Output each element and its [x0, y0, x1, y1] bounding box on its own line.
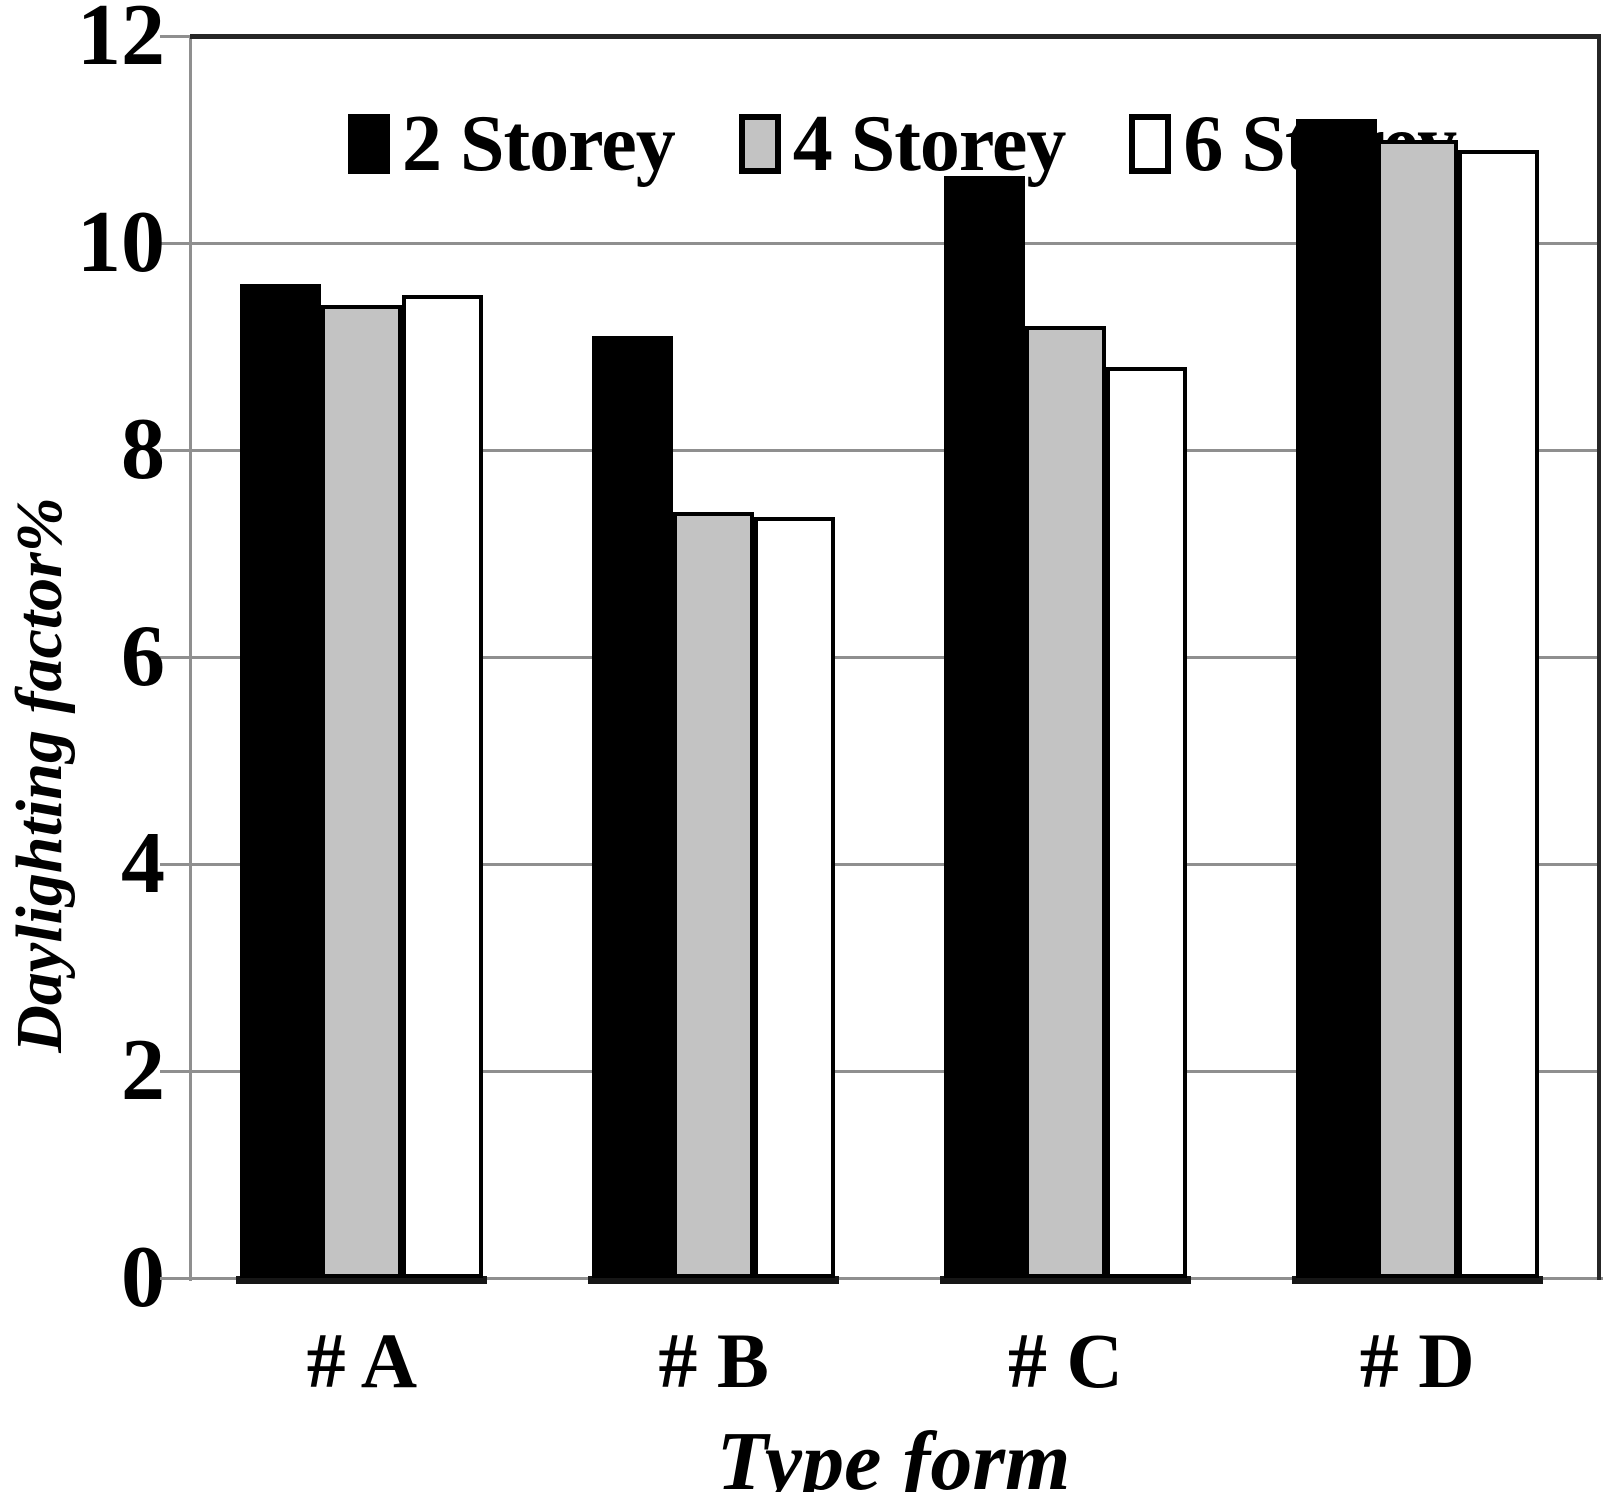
y-tick-label-4: 4 — [121, 815, 165, 912]
y-axis-line — [189, 36, 192, 1281]
plot-border-right — [1597, 34, 1601, 1280]
y-axis-tick-2 — [160, 1069, 190, 1073]
gridline-2 — [190, 1069, 1597, 1073]
bar-2-storey-b — [592, 336, 674, 1278]
gridline-10 — [190, 241, 1597, 245]
gridline-6 — [190, 655, 1597, 659]
bar-4-storey-d — [1376, 139, 1458, 1278]
y-axis-tick-4 — [160, 862, 190, 866]
x-category-label-d: # D — [1359, 1317, 1475, 1404]
gridline-4 — [190, 862, 1597, 866]
bar-2-storey-d — [1295, 118, 1377, 1278]
y-axis-tick-12 — [160, 34, 190, 38]
bar-6-storey-b — [754, 517, 836, 1278]
bar-2-storey-c — [943, 175, 1025, 1278]
legend-marker-4-storey-icon — [738, 114, 781, 174]
group-baseline-a — [236, 1276, 488, 1284]
x-category-label-b: # B — [658, 1317, 769, 1404]
legend-item-2-storey: 2 Storey — [348, 100, 676, 188]
legend-marker-6-storey-icon — [1129, 114, 1172, 174]
plot-border-top — [190, 34, 1601, 39]
legend-item-label: 2 Storey — [402, 100, 676, 188]
legend-item-4-storey: 4 Storey — [738, 100, 1067, 188]
legend-marker-2-storey-icon — [348, 114, 390, 174]
x-category-label-c: # C — [1007, 1317, 1123, 1404]
x-axis-line — [160, 1277, 1603, 1280]
y-axis-tick-6 — [160, 655, 190, 659]
y-tick-label-10: 10 — [77, 194, 165, 291]
bar-6-storey-c — [1105, 367, 1187, 1278]
legend-item-label: 4 Storey — [792, 100, 1067, 188]
group-baseline-b — [588, 1276, 840, 1284]
group-baseline-d — [1291, 1276, 1543, 1284]
bar-4-storey-c — [1024, 325, 1106, 1278]
y-axis-tick-10 — [160, 241, 190, 245]
bar-6-storey-d — [1457, 149, 1539, 1278]
bar-6-storey-a — [402, 294, 484, 1278]
y-tick-label-8: 8 — [121, 401, 165, 498]
y-axis-tick-8 — [160, 448, 190, 452]
x-axis-title: Type form — [716, 1415, 1071, 1492]
bar-4-storey-b — [673, 512, 755, 1278]
y-tick-label-12: 12 — [77, 0, 165, 84]
bar-4-storey-a — [321, 305, 403, 1278]
bar-2-storey-a — [240, 284, 322, 1278]
y-axis-title: Daylighting factor% — [3, 497, 76, 1053]
y-tick-label-0: 0 — [121, 1229, 165, 1326]
x-category-label-a: # A — [306, 1317, 418, 1404]
gridline-8 — [190, 448, 1597, 452]
y-tick-label-2: 2 — [121, 1022, 165, 1119]
y-tick-label-6: 6 — [121, 608, 165, 705]
group-baseline-c — [939, 1276, 1191, 1284]
